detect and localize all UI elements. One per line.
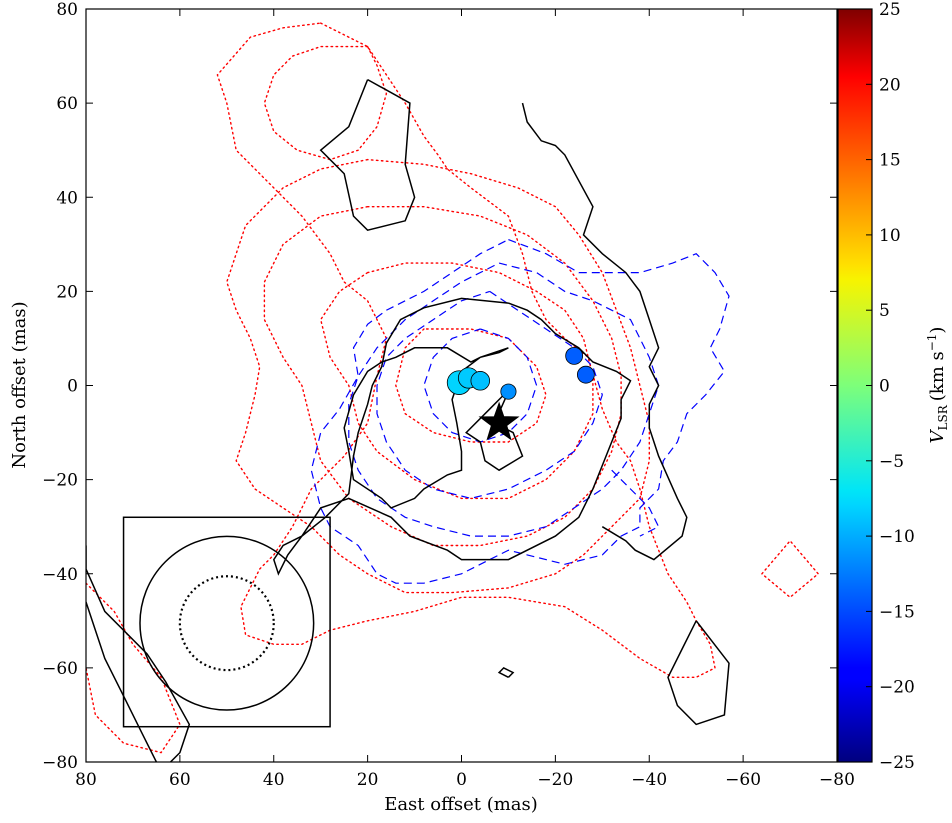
x-tick-label: 0 (456, 770, 467, 790)
star-marker (478, 401, 520, 441)
axis-ticks: 80 60 40 20 0 −20 −40 −60 −80 −80 −60 −40 −20 0 20 40 60… (42, 0, 855, 790)
colorbar-tick-label: 15 (879, 151, 901, 171)
maser-spot (470, 371, 491, 391)
colorbar-label: VLSR(km s−1) (925, 327, 950, 444)
x-axis-title: East offset (mas) (384, 794, 538, 815)
colorbar-tick-label: −25 (879, 753, 915, 773)
x-tick-label: −80 (819, 770, 855, 790)
x-tick-label: −60 (725, 770, 761, 790)
y-tick-label: 40 (56, 188, 78, 208)
y-tick-label: 0 (67, 377, 78, 397)
colorbar-ticks: −25 −20 −15 −10 −5 0 5 10 15 20 25 (866, 0, 915, 773)
contour-solid (86, 545, 191, 762)
colorbar-tick-label: −15 (879, 602, 915, 622)
contour-dotted-red (761, 539, 820, 599)
contour-solid (272, 297, 632, 576)
contour-solid (497, 666, 515, 678)
colorbar-tick-label: −5 (879, 452, 904, 472)
contour-solid (319, 78, 416, 232)
colorbar-tick-label: 10 (879, 226, 901, 246)
y-tick-label: −80 (42, 753, 78, 773)
x-tick-label: −20 (537, 770, 573, 790)
y-axis-title: North offset (mas) (9, 301, 30, 468)
contour-dashed-blue (310, 239, 730, 584)
contour-dashed-blue (611, 469, 660, 537)
beam-solid (139, 535, 315, 711)
contour-dotted-red (263, 45, 388, 161)
y-tick-label: −60 (42, 659, 78, 679)
colorbar-tick-label: 0 (879, 377, 890, 397)
contour-dotted-red (395, 328, 547, 443)
x-tick-label: 80 (75, 770, 97, 790)
maser-spot (576, 365, 595, 384)
colorbar-tick-label: 20 (879, 75, 901, 95)
star-shape (478, 401, 520, 441)
contour-dotted-red (216, 22, 716, 678)
contour-dashed-blue (348, 262, 660, 537)
x-tick-label: 40 (263, 770, 285, 790)
x-tick-label: 60 (169, 770, 191, 790)
contour-dotted-red (263, 205, 622, 547)
colorbar: −25 −20 −15 −10 −5 0 5 10 15 20 25 VLSR(km s−1) (837, 0, 950, 773)
beam-inset (122, 516, 331, 728)
contour-dotted-red (319, 262, 594, 500)
colorbar-tick-label: 25 (879, 0, 901, 20)
y-tick-label: 20 (56, 282, 78, 302)
y-tick-label: −40 (42, 565, 78, 585)
beam-dotted (178, 575, 275, 672)
plot-area: 80 60 40 20 0 −20 −40 −60 −80 −80 −60 −40 −20 0 20 40 60… (42, 0, 855, 790)
colorbar-tick-label: −10 (879, 527, 915, 547)
contour-dotted-red (86, 582, 181, 754)
y-tick-label: 60 (56, 94, 78, 114)
colorbar-tick-label: 5 (879, 301, 890, 321)
y-tick-label: −20 (42, 471, 78, 491)
y-tick-label: 80 (56, 0, 78, 20)
contour-solid (521, 102, 688, 561)
contour-dotted-red (226, 158, 650, 594)
maser-spot (500, 383, 517, 400)
x-tick-label: 20 (357, 770, 379, 790)
x-tick-label: −40 (631, 770, 667, 790)
contour-layer (86, 22, 820, 762)
contour-solid (343, 347, 509, 509)
colorbar-tick-label: −20 (879, 678, 915, 698)
contour-solid (667, 620, 730, 726)
maser-spot (565, 346, 584, 365)
beam-box (122, 516, 331, 728)
maser-spots (446, 346, 595, 400)
